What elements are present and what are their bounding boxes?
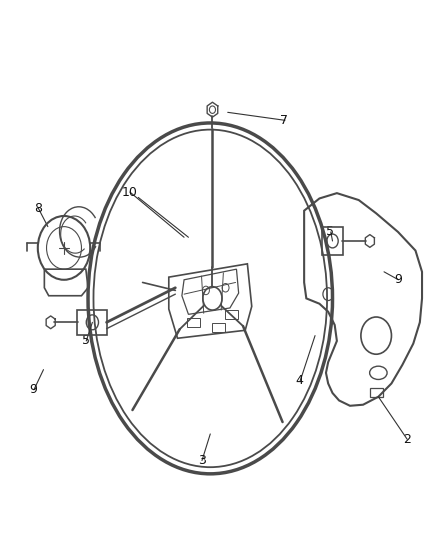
Text: 3: 3 — [198, 454, 205, 467]
Text: 5: 5 — [82, 334, 90, 348]
Text: 7: 7 — [280, 114, 289, 127]
Text: 9: 9 — [394, 273, 402, 286]
Text: 2: 2 — [403, 433, 411, 446]
Text: 8: 8 — [34, 201, 42, 214]
Text: 5: 5 — [326, 225, 334, 238]
Text: 4: 4 — [296, 374, 304, 387]
Text: 10: 10 — [122, 185, 138, 199]
Text: 9: 9 — [29, 383, 37, 397]
